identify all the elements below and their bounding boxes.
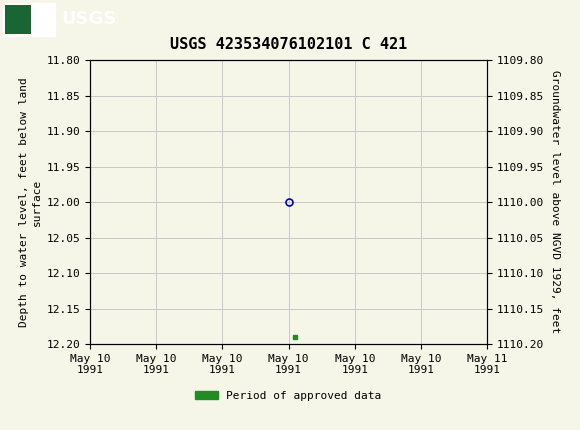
Y-axis label: Depth to water level, feet below land
surface: Depth to water level, feet below land su… — [19, 77, 42, 327]
Y-axis label: Groundwater level above NGVD 1929, feet: Groundwater level above NGVD 1929, feet — [550, 71, 560, 334]
Title: USGS 423534076102101 C 421: USGS 423534076102101 C 421 — [170, 37, 407, 52]
Bar — [3, 3, 55, 36]
Legend: Period of approved data: Period of approved data — [191, 386, 386, 405]
Bar — [5, 5, 31, 34]
Text: ≡: ≡ — [3, 12, 16, 27]
Text: USGS: USGS — [61, 10, 116, 28]
